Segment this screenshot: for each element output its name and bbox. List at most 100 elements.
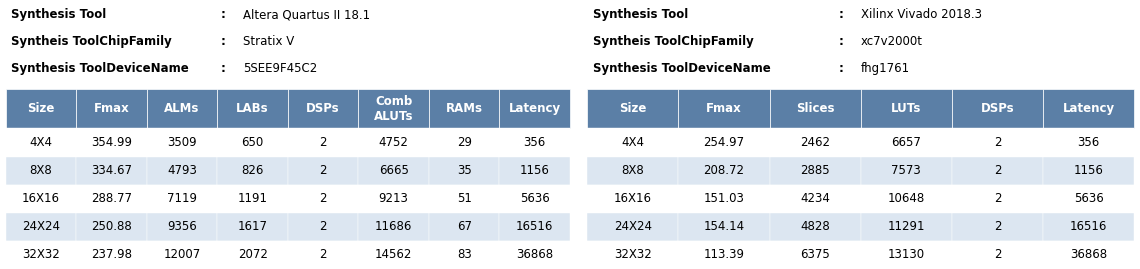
Text: 6375: 6375	[800, 249, 830, 261]
Bar	[6, 185, 76, 213]
Text: RAMs: RAMs	[446, 102, 482, 115]
Bar	[1043, 128, 1134, 157]
Bar	[429, 128, 499, 157]
Bar	[76, 241, 147, 269]
Text: 1156: 1156	[1074, 164, 1104, 177]
Bar	[358, 185, 429, 213]
Bar	[147, 241, 218, 269]
Text: Latency: Latency	[508, 102, 561, 115]
Text: 9213: 9213	[378, 192, 408, 205]
Bar	[587, 89, 678, 128]
Bar	[6, 128, 76, 157]
Bar	[287, 89, 358, 128]
Bar	[1043, 241, 1134, 269]
Text: 36868: 36868	[1070, 249, 1107, 261]
Text: Synthesis ToolDeviceName: Synthesis ToolDeviceName	[593, 62, 771, 75]
Bar	[499, 157, 570, 185]
Bar	[861, 89, 952, 128]
Text: Comb
ALUTs: Comb ALUTs	[374, 95, 414, 123]
Bar	[76, 89, 147, 128]
Bar	[218, 213, 287, 241]
Text: Synthesis ToolDeviceName: Synthesis ToolDeviceName	[11, 62, 189, 75]
Bar	[952, 241, 1043, 269]
Text: 650: 650	[242, 136, 263, 149]
Text: ALMs: ALMs	[164, 102, 200, 115]
Text: Synthesis Tool: Synthesis Tool	[593, 8, 687, 21]
Bar	[6, 89, 76, 128]
Bar	[358, 128, 429, 157]
Bar	[287, 157, 358, 185]
Text: 288.77: 288.77	[91, 192, 132, 205]
Text: 10648: 10648	[888, 192, 925, 205]
Bar	[358, 157, 429, 185]
Bar	[287, 128, 358, 157]
Bar	[587, 241, 678, 269]
Text: 2885: 2885	[800, 164, 830, 177]
Bar	[587, 185, 678, 213]
Text: 8X8: 8X8	[621, 164, 644, 177]
Text: 2: 2	[319, 136, 327, 149]
Bar	[587, 128, 678, 157]
Bar	[147, 213, 218, 241]
Text: 1156: 1156	[520, 164, 549, 177]
Bar	[218, 185, 287, 213]
Text: 14562: 14562	[375, 249, 413, 261]
Bar	[76, 213, 147, 241]
Text: Syntheis ToolChipFamily: Syntheis ToolChipFamily	[593, 35, 754, 48]
Bar	[861, 157, 952, 185]
Bar	[861, 241, 952, 269]
Bar	[861, 185, 952, 213]
Text: :: :	[220, 62, 225, 75]
Bar	[147, 185, 218, 213]
Bar	[429, 89, 499, 128]
Text: 356: 356	[523, 136, 546, 149]
Text: 2: 2	[319, 220, 327, 233]
Bar	[1043, 213, 1134, 241]
Text: :: :	[839, 35, 844, 48]
Bar	[1043, 157, 1134, 185]
Text: 4X4: 4X4	[621, 136, 644, 149]
Text: 16X16: 16X16	[613, 192, 652, 205]
Bar	[678, 89, 770, 128]
Bar	[770, 89, 861, 128]
Text: 2: 2	[994, 192, 1001, 205]
Text: 7119: 7119	[168, 192, 197, 205]
Bar	[6, 157, 76, 185]
Text: 4234: 4234	[800, 192, 830, 205]
Bar	[1043, 89, 1134, 128]
Text: 16516: 16516	[516, 220, 553, 233]
Text: xc7v2000t: xc7v2000t	[861, 35, 922, 48]
Text: Size: Size	[27, 102, 55, 115]
Bar	[358, 241, 429, 269]
Text: 208.72: 208.72	[703, 164, 744, 177]
Text: 354.99: 354.99	[91, 136, 132, 149]
Bar	[218, 128, 287, 157]
Text: DSPs: DSPs	[307, 102, 340, 115]
Text: 2: 2	[319, 249, 327, 261]
Bar	[499, 241, 570, 269]
Bar	[678, 213, 770, 241]
Text: 36868: 36868	[516, 249, 553, 261]
Text: 2: 2	[319, 192, 327, 205]
Text: :: :	[839, 8, 844, 21]
Text: 2: 2	[319, 164, 327, 177]
Text: Syntheis ToolChipFamily: Syntheis ToolChipFamily	[11, 35, 172, 48]
Text: LABs: LABs	[236, 102, 269, 115]
Text: Xilinx Vivado 2018.3: Xilinx Vivado 2018.3	[861, 8, 982, 21]
Text: LUTs: LUTs	[891, 102, 921, 115]
Text: :: :	[839, 62, 844, 75]
Bar	[952, 213, 1043, 241]
Bar	[770, 128, 861, 157]
Text: 5SEE9F45C2: 5SEE9F45C2	[243, 62, 317, 75]
Bar	[861, 128, 952, 157]
Bar	[770, 213, 861, 241]
Text: 3509: 3509	[168, 136, 197, 149]
Text: 67: 67	[457, 220, 472, 233]
Text: 151.03: 151.03	[703, 192, 744, 205]
Text: 35: 35	[457, 164, 472, 177]
Bar	[147, 89, 218, 128]
Text: 16516: 16516	[1070, 220, 1107, 233]
Text: DSPs: DSPs	[980, 102, 1015, 115]
Text: Fmax: Fmax	[93, 102, 129, 115]
Bar	[861, 213, 952, 241]
